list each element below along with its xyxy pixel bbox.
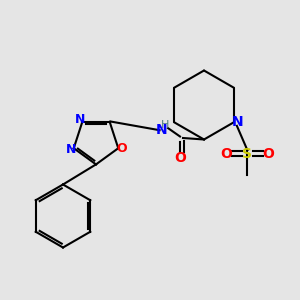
Text: N: N [66, 143, 76, 156]
Text: O: O [220, 147, 232, 161]
Text: H: H [161, 120, 169, 130]
Text: O: O [262, 147, 274, 161]
Text: N: N [232, 115, 243, 129]
Text: O: O [174, 151, 186, 164]
Text: N: N [156, 123, 167, 136]
Text: O: O [116, 142, 127, 155]
Text: S: S [242, 147, 252, 161]
Text: N: N [75, 113, 85, 126]
